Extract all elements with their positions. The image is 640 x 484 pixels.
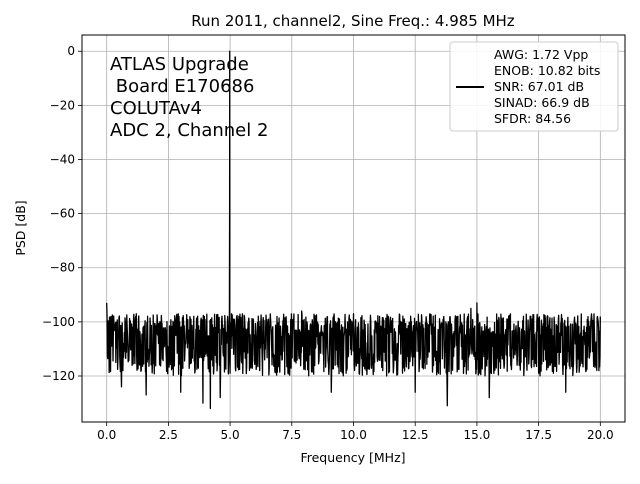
y-axis-label: PSD [dB] [13,200,28,255]
legend: AWG: 1.72 Vpp ENOB: 10.82 bits SNR: 67.0… [449,41,619,132]
y-tick-label: −40 [50,152,75,166]
x-tick-label: 12.5 [402,428,429,442]
x-tick-label: 2.5 [159,428,178,442]
y-axis-ticks: 0 −20 −40 −60 −80 −100 −120 [42,44,82,383]
legend-entry-5: SFDR: 84.56 [494,111,571,126]
chart-title: Run 2011, channel2, Sine Freq.: 4.985 MH… [191,12,515,30]
legend-entry-2: ENOB: 10.82 bits [494,63,600,78]
annotation-line-3: COLUTAv4 [110,98,202,119]
y-tick-label: −60 [50,207,75,221]
psd-series [106,50,601,410]
x-tick-label: 10.0 [340,428,367,442]
y-tick-label: −120 [42,369,75,383]
y-tick-label: −100 [42,315,75,329]
x-tick-label: 20.0 [587,428,614,442]
annotation-line-4: ADC 2, Channel 2 [110,120,268,141]
psd-trace [106,50,601,410]
y-tick-label: −20 [50,98,75,112]
legend-entry-4: SINAD: 66.9 dB [494,95,590,110]
x-axis-label: Frequency [MHz] [300,450,405,465]
annotation-line-2: Board E170686 [110,76,254,97]
legend-entry-1: AWG: 1.72 Vpp [494,47,588,62]
annotation-line-1: ATLAS Upgrade [110,54,249,75]
x-tick-label: 15.0 [464,428,491,442]
legend-entry-3: SNR: 67.01 dB [494,79,584,94]
annotation-box: ATLAS Upgrade Board E170686 COLUTAv4 ADC… [110,54,268,141]
x-axis-ticks: 0.0 2.5 5.0 7.5 10.0 12.5 15.0 17.5 20.0 [97,422,614,442]
x-tick-label: 0.0 [97,428,116,442]
y-tick-label: −80 [50,261,75,275]
legend-frame [449,41,619,132]
x-tick-label: 17.5 [525,428,552,442]
x-tick-label: 7.5 [282,428,301,442]
y-tick-label: 0 [67,44,75,58]
x-tick-label: 5.0 [221,428,240,442]
